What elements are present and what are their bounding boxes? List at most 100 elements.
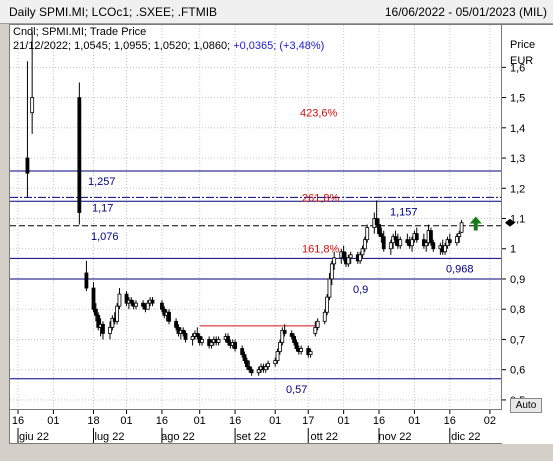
y-tick-label: 0,7 bbox=[510, 334, 525, 346]
candle-body bbox=[315, 320, 320, 328]
x-tick-label: 16 bbox=[444, 415, 456, 427]
candle-body bbox=[280, 329, 285, 343]
chart-titlebar: Daily SPMI.MI; LCOc1; .SXEE; .FTMIB 16/0… bbox=[0, 0, 553, 24]
axis-corner bbox=[502, 410, 553, 444]
axis-title-price: Price bbox=[510, 39, 536, 51]
candle-body bbox=[292, 336, 296, 343]
y-tick-label: 1,6 bbox=[510, 62, 525, 74]
plot-area[interactable] bbox=[9, 24, 502, 410]
y-tick-label: 0,6 bbox=[510, 365, 525, 377]
y-tick-label: 1,3 bbox=[510, 153, 525, 165]
candle-body bbox=[393, 236, 398, 241]
candle-body bbox=[77, 97, 82, 213]
candle-body bbox=[273, 360, 278, 365]
candle-body bbox=[240, 348, 245, 355]
candle-body bbox=[282, 329, 287, 334]
month-label: lug 22 bbox=[95, 431, 125, 443]
candle-body bbox=[346, 257, 351, 265]
footer-strip bbox=[0, 444, 553, 461]
fib-label: 161,8% bbox=[302, 244, 340, 256]
candle-body bbox=[313, 326, 318, 334]
level-label: 1,257 bbox=[88, 176, 116, 188]
candle-body bbox=[341, 251, 346, 259]
candle-body bbox=[134, 302, 138, 307]
x-tick-label: 17 bbox=[302, 415, 314, 427]
candle-body bbox=[25, 157, 30, 174]
candle-body bbox=[362, 239, 367, 250]
candle-body bbox=[233, 342, 237, 349]
candle-body bbox=[91, 287, 96, 310]
month-label: nov 22 bbox=[379, 431, 412, 443]
x-tick-label: 01 bbox=[338, 415, 350, 427]
legend-series: Cndl; SPMI.MI; Trade Price bbox=[13, 26, 147, 38]
candle-body bbox=[108, 326, 112, 334]
candle-body bbox=[226, 336, 230, 343]
candle-body bbox=[457, 233, 462, 238]
candle-body bbox=[247, 366, 252, 371]
level-label: 1,17 bbox=[92, 202, 113, 214]
candle-body bbox=[195, 333, 200, 337]
time-axis[interactable] bbox=[9, 410, 502, 444]
candle-body bbox=[30, 97, 35, 114]
candle-body bbox=[447, 239, 452, 244]
x-tick-label: 01 bbox=[47, 415, 59, 427]
candle-body bbox=[183, 333, 188, 340]
x-tick-label: 01 bbox=[120, 415, 132, 427]
candle-body bbox=[174, 320, 178, 328]
candle-body bbox=[129, 299, 134, 304]
level-label: 0,968 bbox=[446, 263, 474, 275]
x-tick-label: 01 bbox=[408, 415, 420, 427]
month-label: ott 22 bbox=[310, 431, 338, 443]
level-label: 1,157 bbox=[390, 206, 418, 218]
candle-body bbox=[115, 305, 120, 322]
candle-body bbox=[242, 354, 247, 362]
candle-body bbox=[117, 293, 122, 307]
month-label: set 22 bbox=[236, 431, 266, 443]
x-tick-label: 02 bbox=[484, 415, 496, 427]
candle-body bbox=[429, 230, 433, 244]
candle-body bbox=[325, 296, 330, 313]
level-label: 0,57 bbox=[286, 384, 307, 396]
candle-body bbox=[256, 369, 261, 374]
x-tick-label: 01 bbox=[194, 415, 206, 427]
candle-body bbox=[101, 323, 105, 334]
candle-body bbox=[379, 233, 384, 238]
candle-body bbox=[410, 239, 414, 247]
candle-body bbox=[377, 224, 381, 235]
candle-body bbox=[244, 360, 249, 368]
candle-body bbox=[289, 333, 294, 337]
candle-body bbox=[443, 245, 447, 253]
candle-body bbox=[167, 311, 171, 322]
candle-body bbox=[160, 302, 164, 310]
candle-body bbox=[200, 339, 204, 343]
x-tick-label: 18 bbox=[87, 415, 99, 427]
candle-body bbox=[145, 302, 150, 310]
y-tick-label: 1,4 bbox=[510, 123, 525, 135]
auto-scale-button[interactable]: Auto bbox=[510, 398, 542, 413]
candle-body bbox=[110, 317, 115, 328]
candle-body bbox=[454, 236, 459, 244]
candle-body bbox=[93, 308, 98, 316]
y-tick-label: 1,2 bbox=[510, 183, 525, 195]
candle-body bbox=[360, 248, 365, 256]
candle-body bbox=[275, 351, 280, 362]
candle-body bbox=[329, 263, 334, 280]
candle-body bbox=[150, 299, 155, 304]
y-tick-label: 0,9 bbox=[510, 274, 525, 286]
date-range: 16/06/2022 - 05/01/2023 (MIL) bbox=[384, 5, 547, 19]
candle-body bbox=[299, 348, 304, 352]
last-price-marker bbox=[505, 218, 515, 227]
price-axis[interactable] bbox=[502, 24, 553, 410]
candle-body bbox=[263, 366, 268, 371]
x-tick-label: 16 bbox=[156, 415, 168, 427]
candle-body bbox=[249, 369, 254, 374]
candle-body bbox=[414, 233, 419, 241]
month-label: dic 22 bbox=[451, 431, 480, 443]
x-tick-label: 01 bbox=[269, 415, 281, 427]
candle-body bbox=[374, 218, 379, 225]
candle-body bbox=[124, 293, 129, 304]
candle-body bbox=[190, 336, 195, 340]
up-arrow-icon bbox=[469, 216, 482, 231]
